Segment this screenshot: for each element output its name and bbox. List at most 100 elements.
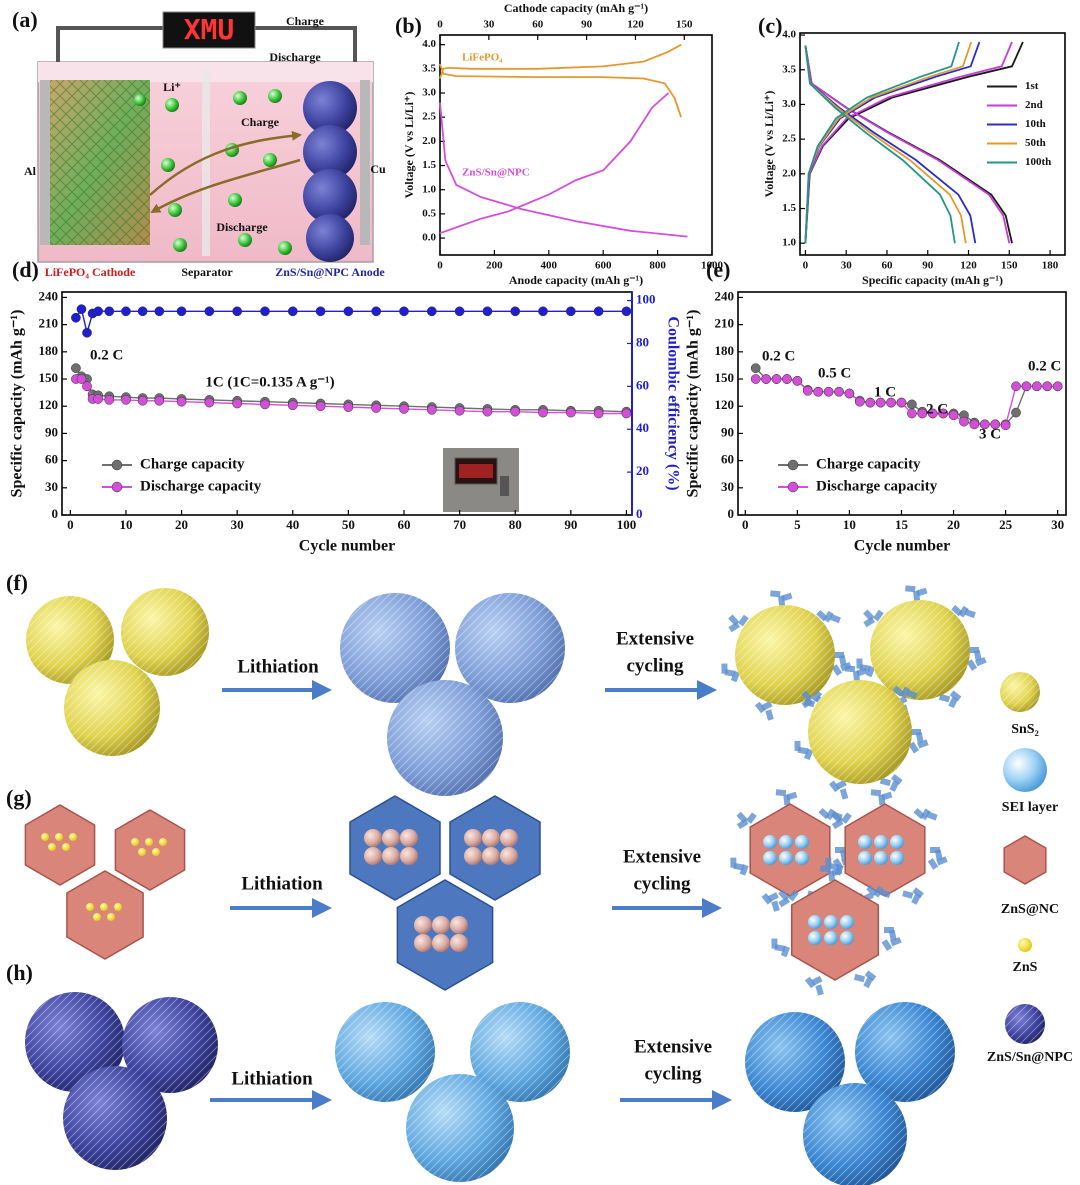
sei-flake	[788, 889, 799, 902]
x-tick-label: 120	[960, 260, 977, 272]
sei-flake	[856, 667, 868, 677]
particle-texture	[803, 1083, 907, 1185]
label: Cu	[370, 162, 386, 176]
photo-battery	[500, 476, 509, 496]
data-point	[426, 306, 437, 317]
y-axis-label: Specific capacity (mAh g⁻¹)	[9, 310, 26, 498]
wire	[56, 26, 357, 62]
sei-flake	[820, 865, 831, 873]
x-tick-label: 10	[843, 517, 856, 532]
cycled-sphere	[763, 851, 777, 865]
sei-flake	[728, 621, 741, 633]
sei-flake	[770, 590, 781, 598]
x2-axis-label: Cathode capacity (mAh g⁻¹)	[504, 1, 648, 15]
sei-flake	[879, 889, 891, 899]
y-tick-label: 180	[39, 343, 59, 358]
x-tick-label: 20	[947, 517, 960, 532]
cycled-sphere	[890, 851, 904, 865]
data-point	[371, 403, 382, 413]
al-collector	[40, 80, 50, 245]
data-point	[287, 306, 298, 317]
data-point	[907, 408, 917, 419]
sei-flake	[831, 664, 843, 676]
y-tick-label: 30	[45, 479, 58, 494]
sei-flake	[912, 887, 924, 899]
y-tick-label: 3.0	[782, 98, 796, 110]
sei-flake	[786, 791, 798, 801]
x-tick-label: 70	[453, 517, 466, 532]
label: Separator	[181, 265, 233, 279]
x-axis-label: Specific capacity (mAh g⁻¹)	[862, 273, 1003, 287]
x2-tick-label: 90	[581, 19, 593, 31]
data-point	[1000, 420, 1011, 431]
particle-texture	[470, 1002, 570, 1102]
data-point	[813, 386, 824, 397]
data-point	[93, 306, 103, 317]
zns-dot	[48, 843, 56, 851]
sei-flake	[969, 647, 979, 653]
y-tick-label: 60	[721, 452, 734, 467]
sei-flake	[838, 654, 847, 666]
sei-flake	[915, 732, 924, 744]
data-point	[399, 404, 409, 414]
x-tick-label: 800	[649, 260, 666, 272]
data-point	[76, 304, 87, 315]
cycled-sphere	[858, 835, 872, 849]
sei-flake	[825, 857, 832, 868]
legend-label: Charge capacity	[816, 456, 921, 472]
sei-flake	[829, 780, 840, 793]
data-point	[204, 306, 215, 317]
legend-icon	[1018, 938, 1032, 952]
x-axis-label: Cycle number	[854, 538, 950, 555]
sei-flake	[958, 605, 969, 618]
annotation: 3 C	[979, 426, 1001, 442]
x-tick-label: 200	[486, 260, 503, 272]
data-point	[1052, 381, 1063, 392]
sei-flake	[834, 652, 844, 658]
data-point	[232, 306, 243, 317]
sei-flake	[973, 649, 982, 661]
data-point	[371, 306, 382, 317]
sei-flake	[794, 740, 801, 752]
zns-dot	[62, 843, 70, 851]
sei-flake	[823, 610, 834, 623]
annotation: 2 C	[926, 401, 948, 417]
y2-tick-label: 0	[636, 506, 643, 521]
data-point	[621, 408, 632, 419]
x-tick-label: 30	[231, 517, 244, 532]
y-tick-label: 240	[39, 288, 59, 303]
display-text: XMU	[184, 13, 235, 46]
particle-texture	[1000, 672, 1040, 712]
y-tick-label: 150	[39, 370, 59, 385]
y2-tick-label: 80	[636, 334, 649, 349]
y-tick-label: 0	[52, 506, 59, 521]
lithiated-sphere	[364, 847, 382, 865]
y-tick-label: 1.5	[782, 202, 796, 214]
data-point	[71, 363, 81, 373]
x2-tick-label: 150	[676, 19, 693, 31]
legend-label: Discharge capacity	[816, 478, 938, 494]
lithiated-sphere	[432, 916, 450, 934]
sei-flake	[927, 858, 939, 870]
zns-dot	[152, 848, 160, 856]
sei-flake	[811, 690, 823, 703]
sei-flake	[916, 587, 928, 597]
sei-flake	[804, 976, 816, 989]
x-tick-label: 400	[541, 260, 558, 272]
x2-tick-label: 120	[627, 19, 644, 31]
panel-label: (c)	[758, 13, 782, 38]
y-tick-label: 150	[715, 370, 735, 385]
lithiated-sphere	[482, 847, 500, 865]
particle-texture	[870, 600, 970, 700]
anode-particle	[303, 81, 357, 135]
annotation: 1 C	[874, 384, 896, 400]
sei-flake	[889, 780, 900, 792]
data-point	[538, 306, 548, 317]
data-point	[969, 419, 980, 430]
lithiated-sphere	[414, 916, 432, 934]
sei-flake	[975, 656, 987, 667]
lithiated-sphere	[364, 829, 382, 847]
sei-flake	[775, 789, 787, 797]
x2-tick-label: 30	[483, 19, 495, 31]
sei-flake	[841, 812, 852, 824]
